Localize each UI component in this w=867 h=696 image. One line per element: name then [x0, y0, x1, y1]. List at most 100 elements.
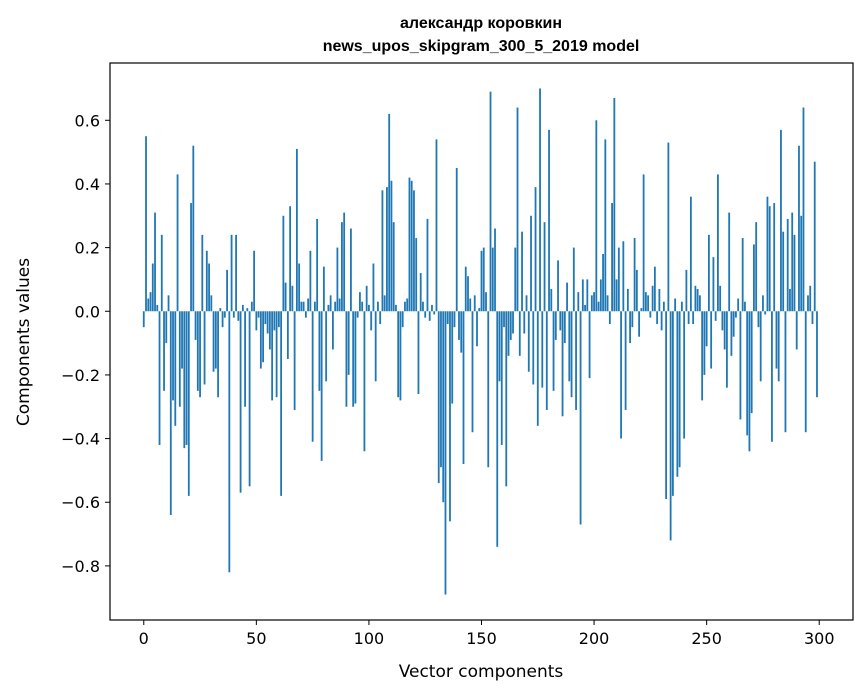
bar [649, 311, 652, 318]
bar [235, 234, 237, 312]
bar [230, 234, 233, 312]
bar [811, 311, 814, 324]
bar [771, 311, 773, 442]
y-axis: −0.8 −0.6 −0.4 −0.2 0.0 0.2 0.4 0.6 [61, 111, 110, 576]
bar [789, 288, 791, 312]
bar [467, 276, 469, 312]
bar [798, 145, 800, 312]
bar [514, 247, 517, 312]
bar [271, 311, 274, 401]
bar [332, 311, 334, 350]
bar [786, 218, 789, 312]
bar [259, 311, 262, 369]
bar [640, 308, 643, 312]
bar [302, 301, 305, 312]
bar [277, 311, 280, 328]
bar [746, 311, 749, 436]
bar [563, 311, 566, 344]
bar [728, 212, 731, 312]
bar [320, 311, 323, 461]
bar [750, 311, 753, 414]
x-axis: 0 50 100 150 200 250 300 [139, 620, 835, 648]
bar [318, 311, 321, 391]
bar [187, 311, 190, 496]
bar [680, 301, 683, 312]
bar [795, 311, 798, 350]
bar [708, 234, 710, 312]
bar [226, 269, 228, 312]
bar [464, 266, 467, 312]
bar [687, 311, 690, 324]
bar [199, 311, 201, 398]
bar [174, 311, 177, 426]
bar [201, 234, 204, 312]
bar [739, 311, 742, 420]
y-tick-label: 0.4 [75, 175, 100, 194]
bar [656, 311, 659, 324]
bar [503, 311, 505, 328]
bar [368, 304, 370, 312]
bar [167, 295, 170, 312]
bar [268, 311, 271, 350]
bar [575, 311, 577, 410]
bar [194, 311, 197, 340]
bar [395, 304, 397, 312]
bar [588, 311, 591, 379]
bar [532, 311, 535, 385]
bar [145, 136, 147, 312]
bar [566, 282, 568, 312]
bar [766, 196, 769, 312]
y-tick-label: −0.2 [61, 366, 100, 385]
bar [442, 311, 445, 503]
bar [534, 187, 537, 312]
bar [431, 304, 433, 312]
bar [257, 311, 260, 318]
bar [584, 304, 586, 312]
bar [415, 238, 418, 312]
bar [449, 311, 451, 522]
bar [730, 311, 733, 356]
bar [410, 180, 413, 312]
bar [422, 301, 424, 312]
bar [642, 174, 645, 312]
bar [613, 98, 616, 312]
bar [390, 180, 393, 312]
bar [494, 228, 496, 312]
bar [190, 203, 192, 312]
bar [217, 311, 219, 398]
bar [149, 292, 152, 312]
bar [744, 301, 746, 312]
bar [516, 107, 519, 312]
bar [802, 107, 805, 312]
bar [379, 311, 382, 324]
bar [246, 308, 249, 312]
bar [476, 311, 478, 347]
bar [667, 142, 670, 312]
bar [496, 311, 499, 547]
bar [221, 311, 224, 328]
bar [487, 311, 490, 468]
bar [316, 218, 319, 312]
bar [606, 295, 609, 312]
bar [726, 311, 728, 388]
bar [593, 292, 595, 312]
bar [480, 250, 483, 312]
bar [732, 311, 735, 337]
bar [768, 206, 771, 312]
bar [773, 203, 776, 312]
bar [377, 301, 379, 312]
bar [417, 311, 420, 395]
bar [804, 311, 807, 433]
bar [440, 311, 442, 468]
bar [602, 253, 604, 312]
bar [214, 311, 217, 369]
bar [737, 298, 740, 312]
bar [444, 311, 447, 595]
bar [701, 311, 704, 401]
bar [692, 311, 695, 324]
y-tick-label: 0.6 [75, 111, 100, 130]
bar [471, 311, 474, 433]
chart-title: александр коровкин [400, 15, 562, 32]
